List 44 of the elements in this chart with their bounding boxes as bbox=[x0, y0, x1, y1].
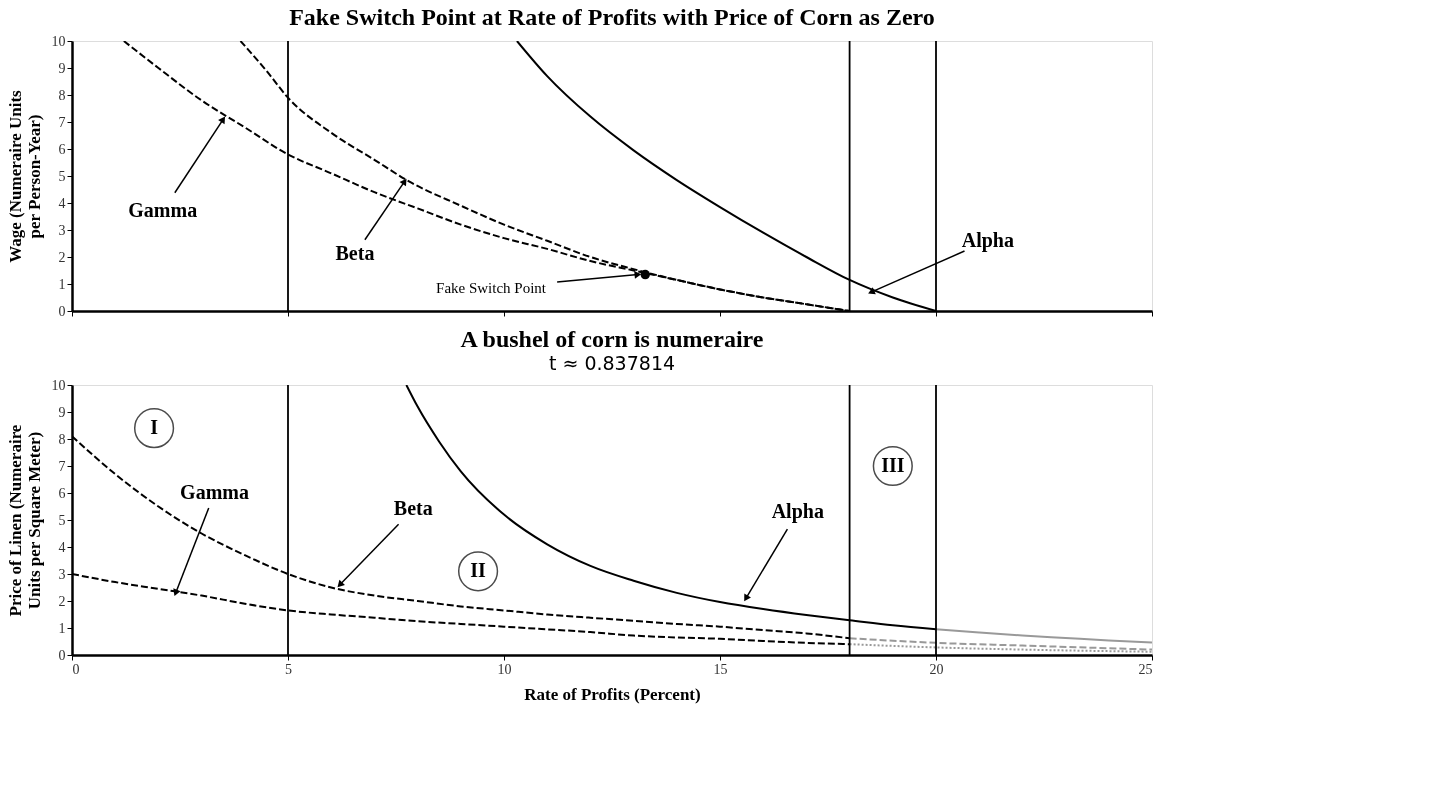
y-tick-label: 9 bbox=[58, 60, 66, 76]
x-tick-label: 20 bbox=[929, 661, 944, 677]
y-tick-label: 10 bbox=[51, 33, 66, 49]
y-tick-label: 3 bbox=[58, 222, 66, 238]
annotation: Alpha bbox=[961, 228, 1014, 252]
y-tick-label: 4 bbox=[58, 539, 66, 555]
y-tick-label: 7 bbox=[58, 458, 66, 474]
y-tick-label: 10 bbox=[51, 377, 66, 393]
x-tick-label: 0 bbox=[72, 661, 80, 677]
y-tick-label: 2 bbox=[58, 593, 66, 609]
annotation: Fake Switch Point bbox=[436, 280, 547, 297]
y-tick-label: 2 bbox=[58, 249, 66, 265]
x-axis-title: Rate of Profits (Percent) bbox=[524, 684, 701, 704]
annotation: III bbox=[881, 454, 905, 476]
annotation: II bbox=[470, 559, 487, 582]
y-tick-label: 7 bbox=[58, 114, 66, 130]
annotation: Beta bbox=[335, 242, 375, 265]
y-tick-label: 0 bbox=[58, 647, 66, 663]
y-tick-label: 3 bbox=[58, 566, 66, 582]
chart-title: A bushel of corn is numeraire bbox=[460, 326, 764, 352]
chart-title: Fake Switch Point at Rate of Profits with Price of Corn as Zero bbox=[289, 4, 935, 30]
x-tick-label: 15 bbox=[713, 661, 728, 677]
y-tick-label: 5 bbox=[58, 512, 66, 528]
y-tick-label: 9 bbox=[58, 404, 66, 420]
chart-subtitle: t ≈ 0.837814 bbox=[548, 352, 676, 374]
annotation: Gamma bbox=[180, 481, 250, 503]
y-tick-label: 8 bbox=[58, 87, 66, 103]
y-tick-label: 6 bbox=[58, 485, 66, 501]
x-tick-label: 25 bbox=[1138, 661, 1153, 677]
y-tick-label: 1 bbox=[58, 620, 66, 636]
annotation: I bbox=[150, 416, 159, 439]
y-tick-label: 5 bbox=[58, 168, 66, 184]
y-tick-label: 8 bbox=[58, 431, 66, 447]
annotation: Beta bbox=[393, 497, 433, 520]
y-axis-title: Price of Linen (Numeraire Units per Square Meter) bbox=[5, 424, 44, 617]
y-tick-label: 1 bbox=[58, 276, 66, 292]
y-tick-label: 6 bbox=[58, 141, 66, 157]
x-tick-label: 5 bbox=[285, 661, 292, 677]
annotation: Gamma bbox=[128, 199, 198, 222]
y-tick-label: 0 bbox=[58, 303, 66, 319]
y-axis-title: Wage (Numeraire Units per Person-Year) bbox=[5, 89, 44, 263]
annotation: Alpha bbox=[771, 499, 824, 523]
x-tick-label: 10 bbox=[497, 661, 512, 677]
y-tick-label: 4 bbox=[58, 195, 66, 211]
